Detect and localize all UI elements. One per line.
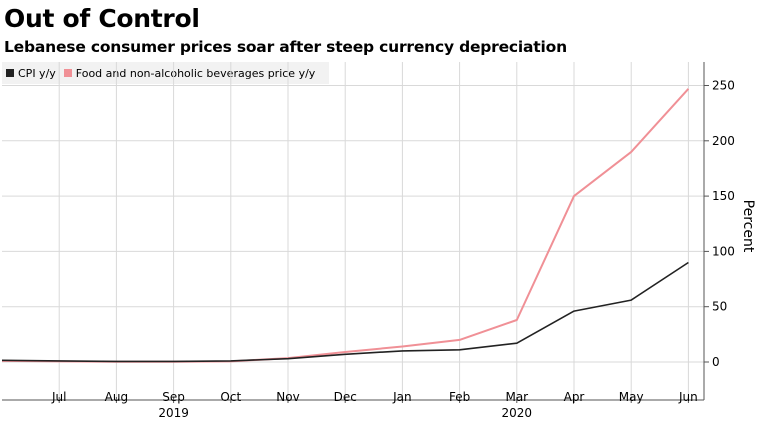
x-tick-label: Feb xyxy=(449,390,470,404)
legend-item-cpi: CPI y/y xyxy=(6,67,56,80)
x-tick-label: Jul xyxy=(51,390,66,404)
legend-label-food: Food and non-alcoholic beverages price y… xyxy=(75,66,316,80)
x-tick-label: Apr xyxy=(564,390,585,404)
legend: CPI y/y Food and non-alcoholic beverages… xyxy=(2,62,330,84)
y-tick-label: 250 xyxy=(712,79,735,93)
y-tick-label: 0 xyxy=(712,355,720,369)
x-tick-label: Aug xyxy=(105,390,128,404)
series-line-cpi xyxy=(1,261,689,363)
y-tick-label: 50 xyxy=(712,300,727,314)
x-tick-label: Jun xyxy=(678,390,698,404)
x-year-label-2019: 2019 xyxy=(158,406,189,420)
x-tick-label: Oct xyxy=(220,390,241,404)
chart-subtitle: Lebanese consumer prices soar after stee… xyxy=(4,38,567,56)
x-tick-label: Sep xyxy=(162,390,185,404)
y-tick-label: 100 xyxy=(712,244,735,258)
legend-swatch-food xyxy=(63,69,72,77)
chart-title: Out of Control xyxy=(4,4,200,33)
x-tick-label: Mar xyxy=(505,390,528,404)
y-axis-title: Percent xyxy=(740,200,756,253)
legend-label-cpi: CPI y/y xyxy=(18,66,56,80)
x-tick-label: Dec xyxy=(334,390,357,404)
y-tick-label: 200 xyxy=(712,134,735,148)
x-year-label-2020: 2020 xyxy=(502,406,533,420)
x-tick-label: Jan xyxy=(392,390,412,404)
x-tick-label: Nov xyxy=(276,390,299,404)
y-tick-label: 150 xyxy=(712,189,735,203)
legend-item-food: Food and non-alcoholic beverages price y… xyxy=(63,66,316,80)
x-tick-label: May xyxy=(619,390,644,404)
legend-swatch-cpi xyxy=(6,69,14,77)
